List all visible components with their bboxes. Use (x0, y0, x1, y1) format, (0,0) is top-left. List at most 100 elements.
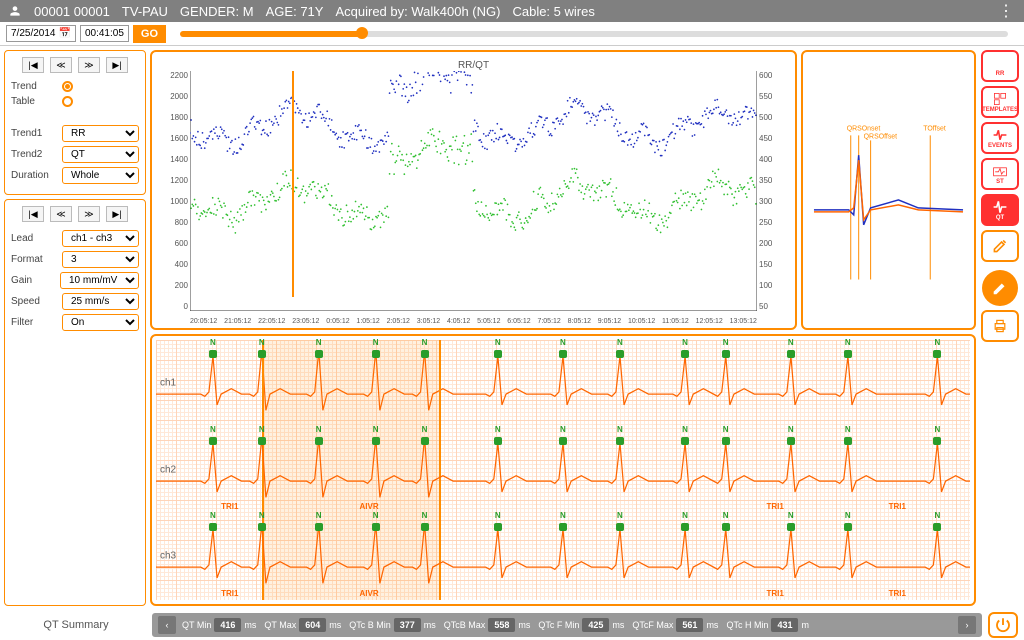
filter-label: Filter (11, 317, 56, 328)
lead-label: Lead (11, 233, 56, 244)
lead-nav-prev[interactable]: ≪ (50, 206, 72, 222)
beat-label: N (316, 425, 322, 434)
stats-next[interactable]: › (958, 616, 976, 634)
beat-label: N (788, 511, 794, 520)
beat-marker (559, 523, 567, 531)
nav-first[interactable]: |◀ (22, 57, 44, 73)
gain-select[interactable]: 10 mm/mV (60, 272, 139, 289)
go-button[interactable]: GO (133, 25, 166, 43)
trend-chart: RR/QT 2200200018001600140012001000800600… (150, 50, 797, 330)
duration-select[interactable]: Whole (62, 167, 139, 184)
stat-item: QTc B Min377ms (349, 618, 436, 632)
device-name: TV-PAU (122, 4, 168, 19)
speed-select[interactable]: 25 mm/s (62, 293, 139, 310)
stat-item: QT Max604ms (264, 618, 341, 632)
tool-edit[interactable] (981, 230, 1019, 262)
rhythm-label: AIVR (360, 589, 379, 598)
beat-marker (209, 437, 217, 445)
tool-st[interactable]: ST (981, 158, 1019, 190)
duration-label: Duration (11, 170, 56, 181)
radio-trend[interactable] (62, 81, 73, 92)
beat-label: N (210, 425, 216, 434)
beat-label: N (560, 425, 566, 434)
stats-prev[interactable]: ‹ (158, 616, 176, 634)
edit-fab[interactable] (982, 270, 1018, 306)
calendar-icon: 📅 (59, 28, 71, 39)
tool-qt[interactable]: QT (981, 194, 1019, 226)
tool-print[interactable] (981, 310, 1019, 342)
timeline-thumb[interactable] (356, 27, 368, 39)
radio-trend-label: Trend (11, 81, 56, 92)
lead-nav-next[interactable]: ≫ (78, 206, 100, 222)
menu-icon[interactable]: ⋮ (998, 1, 1016, 21)
beat-label: N (682, 338, 688, 347)
tool-templates[interactable]: TEMPLATES (981, 86, 1019, 118)
beat-label: N (560, 338, 566, 347)
x-axis: 20:05:1221:05:1222:05:1223:05:120:05:121… (190, 318, 757, 325)
time-toolbar: 7/25/2014📅 00:41:05 GO (0, 22, 1024, 46)
beat-marker (616, 437, 624, 445)
beat-marker (209, 523, 217, 531)
beat-marker (681, 350, 689, 358)
beat-label: N (495, 511, 501, 520)
beat-marker (844, 437, 852, 445)
svg-text:TOffset: TOffset (923, 125, 946, 132)
beat-marker (722, 523, 730, 531)
beat-marker (933, 437, 941, 445)
beat-marker (787, 437, 795, 445)
gain-label: Gain (11, 275, 54, 286)
svg-text:QRSOffset: QRSOffset (864, 133, 897, 140)
timeline-slider[interactable] (180, 31, 1008, 37)
cable: Cable: 5 wires (512, 4, 594, 19)
power-button[interactable] (988, 612, 1018, 638)
tool-events[interactable]: EVENTS (981, 122, 1019, 154)
beat-label: N (259, 338, 265, 347)
channel-label: ch1 (160, 378, 176, 389)
stats-bar: ‹ QT Min416msQT Max604msQTc B Min377msQT… (152, 613, 982, 637)
power-icon (994, 616, 1012, 634)
rhythm-label: TRI1 (221, 589, 238, 598)
beat-marker (494, 437, 502, 445)
beat-marker (372, 437, 380, 445)
beat-label: N (422, 425, 428, 434)
tool-sidebar: RR TEMPLATES EVENTS ST QT (976, 46, 1024, 610)
beat-label: N (682, 511, 688, 520)
beat-label: N (259, 425, 265, 434)
trend2-select[interactable]: QT (62, 146, 139, 163)
beat-marker (844, 523, 852, 531)
trend2-label: Trend2 (11, 149, 56, 160)
beat-marker (258, 350, 266, 358)
beat-label: N (845, 338, 851, 347)
y-axis-left: 2200200018001600140012001000800600400200… (162, 71, 188, 311)
beat-marker (258, 437, 266, 445)
beat-marker (372, 523, 380, 531)
tool-rr[interactable]: RR (981, 50, 1019, 82)
chart-title: RR/QT (160, 60, 787, 71)
nav-next[interactable]: ≫ (78, 57, 100, 73)
chart-cursor[interactable] (292, 71, 294, 297)
filter-select[interactable]: On (62, 314, 139, 331)
acquired-by: Acquired by: Walk400h (NG) (335, 4, 500, 19)
nav-prev[interactable]: ≪ (50, 57, 72, 73)
y-axis-right: 60055050045040035030025020015010050 (759, 71, 785, 311)
beat-label: N (560, 511, 566, 520)
trend1-label: Trend1 (11, 128, 56, 139)
lead-nav-last[interactable]: ▶| (106, 206, 128, 222)
lead-select[interactable]: ch1 - ch3 (62, 230, 139, 247)
beat-label: N (259, 511, 265, 520)
trend1-select[interactable]: RR (62, 125, 139, 142)
format-select[interactable]: 3 (62, 251, 139, 268)
beat-label: N (845, 425, 851, 434)
age: AGE: 71Y (266, 4, 324, 19)
beat-label: N (845, 511, 851, 520)
patient-id: 00001 00001 (34, 4, 110, 19)
time-picker[interactable]: 00:41:05 (80, 25, 129, 42)
chart-svg (190, 71, 757, 311)
date-picker[interactable]: 7/25/2014📅 (6, 25, 76, 42)
beat-marker (494, 350, 502, 358)
gender: GENDER: M (180, 4, 254, 19)
lead-nav-first[interactable]: |◀ (22, 206, 44, 222)
radio-table[interactable] (62, 96, 73, 107)
nav-last[interactable]: ▶| (106, 57, 128, 73)
ecg-panel: ch1NNNNNNNNNNNNNch2NNNNNNNNNNNNNTRI1AIVR… (150, 334, 976, 606)
